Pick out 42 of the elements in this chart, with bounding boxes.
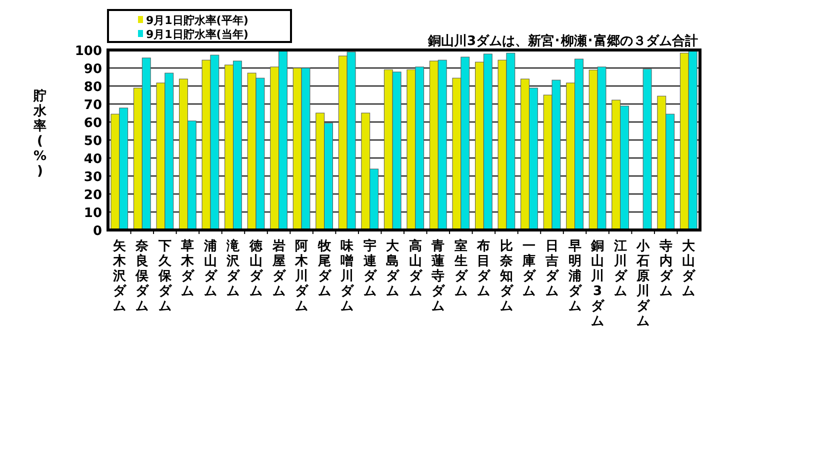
x-tick-label: 草木ダム	[180, 239, 196, 299]
x-tick-label: 奈良俣ダム	[134, 239, 150, 314]
x-tick-label: 大島ダム	[386, 239, 400, 299]
x-tick-label: 一庫ダム	[522, 239, 537, 299]
x-tick-label: 比奈知ダム	[498, 239, 514, 314]
y-tick-label: 20	[84, 188, 102, 203]
x-tick-label: 岩屋ダム	[271, 239, 286, 299]
y-tick-label: 100	[74, 44, 102, 59]
y-tick-label: 70	[84, 98, 102, 113]
legend-label: 9月1日貯水率(当年)	[146, 28, 248, 41]
x-tick-label: 滝沢ダム	[226, 238, 241, 299]
x-tick-label: 矢木沢ダム	[112, 239, 127, 314]
x-tick-label: 牧尾ダム	[316, 239, 332, 299]
x-tick-label: 江川ダム	[612, 239, 628, 299]
x-tick-label: 布目ダム	[476, 239, 492, 299]
y-tick-label: 50	[84, 134, 102, 149]
x-tick-label: 銅山川3ダム	[590, 239, 606, 329]
text: 銅山川3ダムは、新宮･柳瀬･富郷の３ダム合計	[426, 33, 698, 49]
x-tick-label: 下久保ダム	[157, 239, 172, 314]
x-tick-label: 室生ダム	[453, 238, 468, 299]
x-tick-label: 早明浦ダム	[567, 239, 582, 314]
bar	[642, 68, 652, 230]
x-tick-label: 大山ダム	[682, 239, 696, 299]
y-tick-label: 40	[84, 152, 102, 167]
legend-label: 9月1日貯水率(平年)	[146, 14, 248, 27]
y-axis-title: 貯水率(%)	[32, 88, 48, 179]
x-tick-label: 寺内ダム	[658, 238, 674, 299]
x-tick-label: 宇連ダム	[362, 238, 378, 299]
x-tick-label: 小石原川ダム	[636, 239, 651, 329]
y-tick-label: 0	[92, 224, 102, 239]
x-tick-label: 味噌川ダム	[340, 239, 355, 314]
y-tick-label: 10	[84, 206, 102, 221]
y-tick-label: 60	[84, 116, 102, 131]
x-tick-label: 青蓮寺ダム	[430, 239, 446, 314]
x-tick-label: 徳山ダム	[248, 239, 264, 299]
y-tick-label: 90	[84, 62, 102, 77]
x-tick-label: 日吉ダム	[544, 239, 560, 299]
x-tick-label: 浦山ダム	[202, 239, 218, 299]
x-tick-label: 高山ダム	[408, 238, 423, 299]
y-tick-label: 80	[84, 80, 102, 95]
y-tick-label: 30	[84, 170, 102, 185]
x-tick-label: 阿木川ダム	[294, 239, 310, 314]
